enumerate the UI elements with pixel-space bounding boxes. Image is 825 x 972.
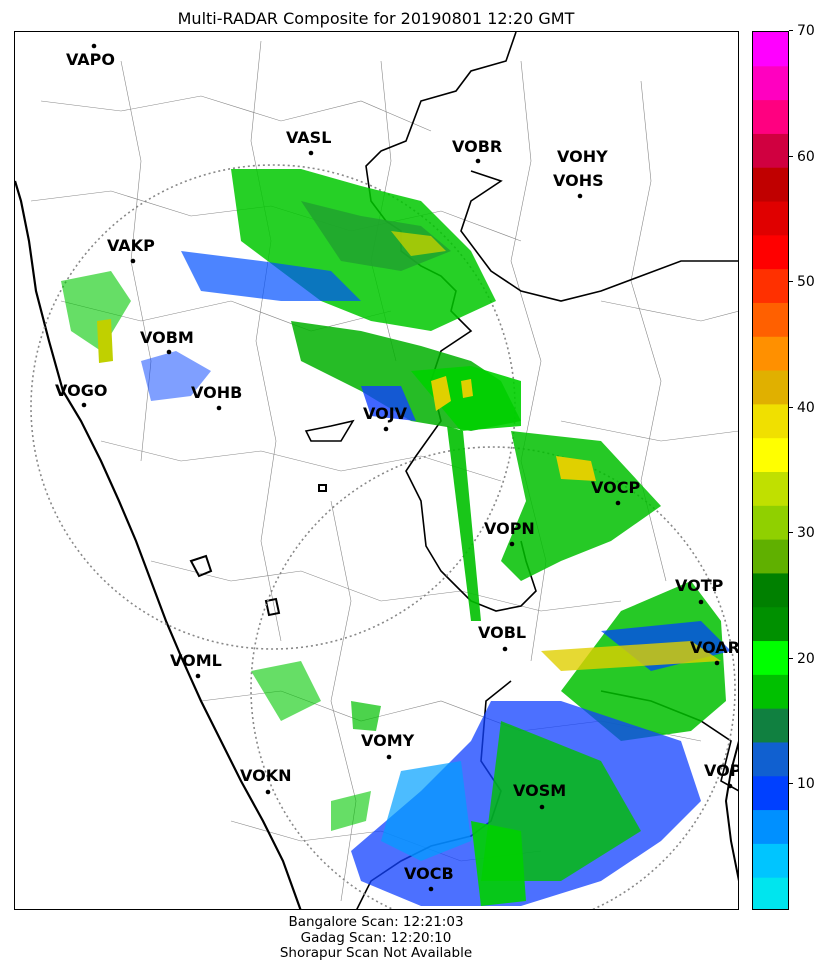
colorbar-band <box>753 843 788 878</box>
colorbar-band <box>753 708 788 743</box>
radar-echoes <box>61 169 731 906</box>
station-vosm: VOSM <box>513 781 566 810</box>
colorbar-band <box>753 640 788 675</box>
colorbar-band <box>753 201 788 236</box>
colorbar-band <box>753 370 788 405</box>
svg-text:VOML: VOML <box>170 651 222 670</box>
station-vokn: VOKN <box>240 766 292 795</box>
svg-text:VOCB: VOCB <box>404 864 454 883</box>
svg-text:VOPC: VOPC <box>704 761 739 780</box>
station-vohs: VOHS <box>553 171 604 199</box>
colorbar-ticks: 10 20 30 40 50 60 70 <box>789 24 825 910</box>
station-votp: VOTP <box>675 576 724 605</box>
station-vobr: VOBR <box>452 137 502 164</box>
colorbar-band <box>753 741 788 777</box>
station-vapo: VAPO <box>66 43 115 69</box>
colorbar-band <box>753 336 788 371</box>
svg-text:VASL: VASL <box>286 128 331 147</box>
colorbar-gradient <box>753 32 788 909</box>
svg-text:VOTP: VOTP <box>675 576 724 595</box>
svg-text:VOGO: VOGO <box>55 381 107 400</box>
svg-text:VAPO: VAPO <box>66 50 115 69</box>
colorbar-band <box>753 99 788 134</box>
station-vocb: VOCB <box>404 864 454 892</box>
scan-info: Bangalore Scan: 12:21:03 Gadag Scan: 12:… <box>0 914 752 962</box>
station-vojv: VOJV <box>363 404 408 432</box>
station-vocp: VOCP <box>591 478 640 506</box>
station-vakp: VAKP <box>107 236 155 264</box>
station-voar: VOAR <box>690 638 739 666</box>
svg-text:VOCP: VOCP <box>591 478 640 497</box>
svg-text:VOBM: VOBM <box>140 328 194 347</box>
colorbar-tick-label: 70 <box>789 24 815 38</box>
colorbar-band <box>753 403 788 439</box>
colorbar-band <box>753 809 788 844</box>
svg-text:VOHB: VOHB <box>191 383 242 402</box>
colorbar-tick-label: 20 <box>789 652 815 666</box>
radar-map: VAPO VASL VOBR VOHY VOHS VAKP VOBM VOGO … <box>14 31 739 910</box>
colorbar-band <box>753 268 788 303</box>
svg-text:VOPN: VOPN <box>484 519 535 538</box>
station-vopc: VOPC <box>704 761 739 789</box>
colorbar-band <box>753 437 788 472</box>
colorbar-band <box>753 302 788 337</box>
station-vomy: VOMY <box>361 731 415 760</box>
station-vohy: VOHY <box>557 147 608 166</box>
colorbar-band <box>753 133 788 168</box>
map-title: Multi-RADAR Composite for 20190801 12:20… <box>177 9 575 28</box>
station-vasl: VASL <box>286 128 331 156</box>
station-vopn: VOPN <box>484 519 535 547</box>
svg-text:VOBR: VOBR <box>452 137 502 156</box>
svg-text:VOHY: VOHY <box>557 147 608 166</box>
svg-text:VOHS: VOHS <box>553 171 604 190</box>
colorbar-band <box>753 505 788 540</box>
svg-text:VOBL: VOBL <box>478 623 526 642</box>
colorbar-band <box>753 234 788 270</box>
colorbar-band <box>753 674 788 709</box>
gadag-scan-time: Gadag Scan: 12:20:10 <box>300 929 452 946</box>
station-vogo: VOGO <box>55 381 107 408</box>
svg-text:VOMY: VOMY <box>361 731 415 750</box>
colorbar-band <box>753 775 788 811</box>
svg-text:VOSM: VOSM <box>513 781 566 800</box>
station-vohb: VOHB <box>191 383 242 411</box>
radar-stations: VAPO VASL VOBR VOHY VOHS VAKP VOBM VOGO … <box>55 43 739 892</box>
reflectivity-colorbar <box>752 31 789 910</box>
colorbar-tick-label: 30 <box>789 526 815 540</box>
coastline <box>15 180 302 909</box>
colorbar-band <box>753 606 788 642</box>
colorbar-band <box>753 471 788 506</box>
svg-text:VOKN: VOKN <box>240 766 292 785</box>
colorbar-tick-label: 60 <box>789 150 815 164</box>
svg-text:VOAR: VOAR <box>690 638 739 657</box>
shorapur-scan-status: Shorapur Scan Not Available <box>279 945 473 961</box>
colorbar-tick-label: 50 <box>789 275 815 289</box>
colorbar-band <box>753 877 788 909</box>
station-voml: VOML <box>170 651 222 679</box>
station-vobm: VOBM <box>140 328 194 355</box>
map-canvas: VAPO VASL VOBR VOHY VOHS VAKP VOBM VOGO … <box>15 32 739 909</box>
colorbar-band <box>753 167 788 202</box>
eastern-coastline <box>724 740 738 882</box>
colorbar-tick-label: 40 <box>789 401 815 415</box>
svg-text:VOJV: VOJV <box>363 404 408 423</box>
colorbar-band <box>753 572 788 608</box>
station-vobl: VOBL <box>478 623 526 652</box>
colorbar-band <box>753 65 788 101</box>
colorbar-band <box>753 539 788 574</box>
bangalore-scan-time: Bangalore Scan: 12:21:03 <box>288 914 464 930</box>
colorbar-tick-label: 10 <box>789 777 815 791</box>
lakes <box>189 484 327 617</box>
svg-text:VAKP: VAKP <box>107 236 155 255</box>
colorbar-band <box>753 32 788 67</box>
